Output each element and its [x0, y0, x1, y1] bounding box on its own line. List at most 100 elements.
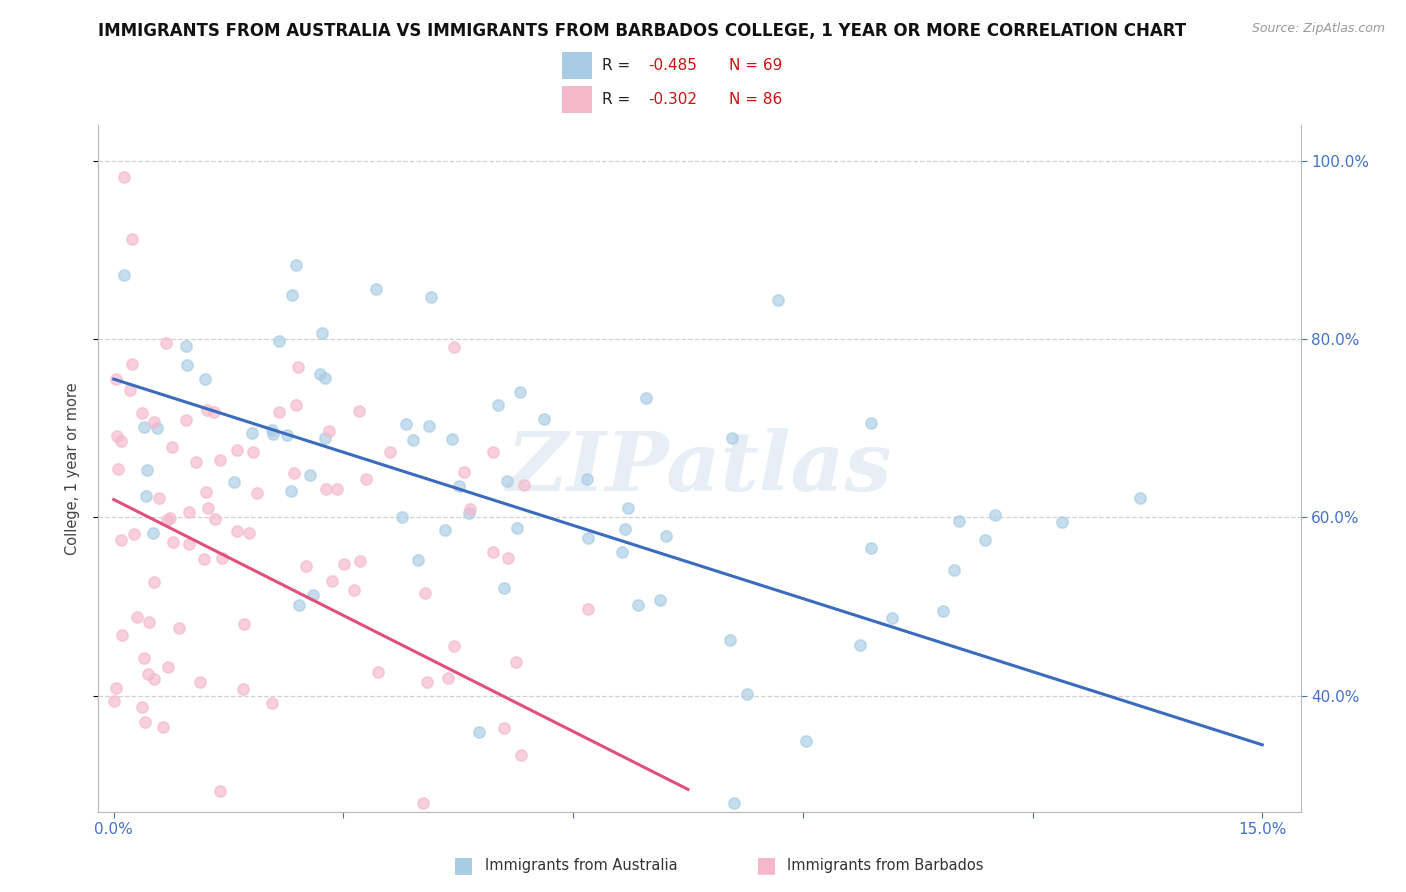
Point — [974, 533, 997, 547]
Point — [367, 665, 389, 679]
Point — [616, 500, 638, 515]
Point — [509, 384, 531, 399]
Y-axis label: College, 1 year or more: College, 1 year or more — [65, 382, 80, 555]
Point — [309, 367, 332, 381]
Text: Immigrants from Australia: Immigrants from Australia — [485, 858, 678, 872]
Point — [576, 531, 599, 545]
Point — [299, 467, 322, 482]
Point — [627, 598, 650, 612]
Bar — [561, 52, 592, 78]
Point — [156, 659, 179, 673]
Point — [723, 796, 745, 810]
Point — [860, 416, 883, 430]
Point — [634, 391, 657, 405]
Point — [162, 534, 184, 549]
Point — [437, 671, 460, 685]
Point — [138, 667, 160, 681]
Text: IMMIGRANTS FROM AUSTRALIA VS IMMIGRANTS FROM BARBADOS COLLEGE, 1 YEAR OR MORE CO: IMMIGRANTS FROM AUSTRALIA VS IMMIGRANTS … — [98, 22, 1187, 40]
Point — [283, 466, 305, 480]
Point — [281, 287, 304, 301]
Point — [260, 423, 283, 437]
Point — [495, 474, 517, 488]
Text: ■: ■ — [756, 855, 776, 875]
Point — [242, 445, 264, 459]
Point — [134, 650, 156, 665]
Point — [242, 425, 264, 440]
Point — [260, 696, 283, 710]
Point — [107, 462, 129, 476]
Point — [276, 428, 298, 442]
Point — [766, 293, 789, 308]
Point — [112, 170, 135, 185]
Point — [225, 443, 247, 458]
Point — [211, 550, 233, 565]
Point — [155, 335, 177, 350]
Point — [492, 581, 515, 595]
Point — [295, 559, 318, 574]
Point — [349, 554, 371, 568]
Point — [302, 588, 325, 602]
Point — [197, 501, 219, 516]
Point — [311, 326, 333, 340]
Text: -0.302: -0.302 — [648, 92, 697, 107]
Point — [125, 609, 148, 624]
Point — [269, 405, 291, 419]
Point — [142, 672, 165, 686]
Point — [406, 553, 429, 567]
Point — [735, 687, 758, 701]
Point — [513, 478, 536, 492]
Point — [131, 406, 153, 420]
Point — [287, 599, 309, 613]
Point — [174, 413, 197, 427]
Text: N = 86: N = 86 — [728, 92, 782, 107]
Point — [280, 483, 302, 498]
Point — [193, 552, 215, 566]
Point — [222, 475, 245, 489]
Point — [315, 482, 337, 496]
Point — [496, 551, 519, 566]
Point — [148, 491, 170, 506]
Point — [152, 720, 174, 734]
Point — [111, 628, 134, 642]
Point — [194, 371, 217, 385]
Point — [984, 508, 1007, 523]
Point — [142, 415, 165, 429]
Point — [720, 632, 742, 647]
Point — [138, 615, 160, 629]
Point — [136, 463, 159, 477]
Point — [135, 489, 157, 503]
Point — [943, 562, 966, 576]
Point — [285, 398, 308, 412]
Point — [419, 290, 441, 304]
Point — [208, 453, 231, 467]
Point — [122, 527, 145, 541]
Point — [269, 334, 291, 348]
Point — [860, 541, 883, 556]
Point — [195, 485, 218, 500]
Point — [103, 694, 125, 708]
Point — [142, 574, 165, 589]
Point — [395, 417, 418, 432]
Point — [440, 432, 463, 446]
Point — [481, 545, 503, 559]
Point — [246, 486, 269, 500]
Point — [202, 405, 225, 419]
Point — [238, 526, 260, 541]
Point — [110, 434, 132, 448]
Point — [333, 558, 356, 572]
Point — [195, 402, 218, 417]
Point — [167, 621, 190, 635]
Point — [176, 358, 198, 372]
Point — [413, 586, 436, 600]
Point — [443, 640, 465, 654]
Point — [121, 232, 143, 246]
Point — [262, 426, 284, 441]
Point — [721, 431, 744, 445]
Point — [613, 522, 636, 536]
Point — [134, 420, 156, 434]
Point — [105, 372, 128, 386]
Point — [160, 440, 183, 454]
Text: N = 69: N = 69 — [728, 58, 782, 73]
Text: Source: ZipAtlas.com: Source: ZipAtlas.com — [1251, 22, 1385, 36]
Point — [179, 537, 201, 551]
